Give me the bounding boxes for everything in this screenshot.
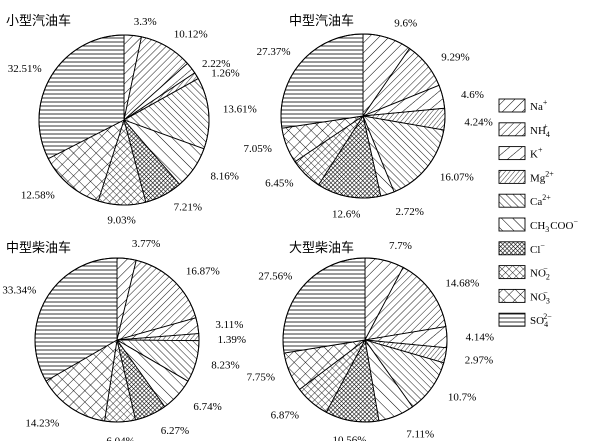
pie-1-label-no2: 9.03% — [107, 215, 135, 227]
pie-2-slices: 9.6% 9.29% 4.6% 4.24% 16.07% 2.72% 12.6% 6.45% 7… — [243, 17, 492, 220]
pie-2-label-ca: 16.07% — [440, 172, 474, 184]
pie-3-label-na: 3.77% — [132, 238, 160, 250]
legend-charge-nh4: + — [543, 122, 548, 131]
legend-swatch-ca — [498, 193, 526, 208]
legend-charge-no2: − — [543, 265, 548, 274]
pie-title-4: 大型柴油车 — [289, 240, 354, 256]
legend-label-nh4: NH4 — [530, 125, 551, 139]
legend-label-no3: NO3 — [530, 291, 551, 305]
pie-1-label-na: 3.3% — [134, 16, 157, 28]
pie-1-outline — [38, 34, 210, 206]
pie-panel-1: 小型汽油车 3.3% 10.12% 2.22%1.26% 13.61% 8.16% 7.2… — [6, 13, 257, 227]
pie-2-label-no2: 6.45% — [265, 178, 293, 190]
legend-label-ca: Ca2+ — [530, 193, 552, 208]
legend-swatch-k — [498, 146, 526, 161]
legend: Na+ NH4 +K+ Mg2+ Ca2+ CH3 COO−Cl− NO2 −N… — [498, 98, 578, 329]
pie-2-label-mg: 4.24% — [464, 117, 492, 129]
pie-3-label-so4: 33.34% — [2, 285, 36, 297]
legend-label-no2: NO2 — [530, 268, 551, 282]
pie-2-slice-so4 — [280, 33, 364, 129]
pie-panel-2: 中型汽油车 9.6% 9.29% 4.6% 4.24% 16.07% 2.72% 12.6%… — [243, 13, 492, 221]
pie-panel-3: 中型柴油车 3.77% 16.87% 3.11% 1.39% 8.23% 6.74% 6.2… — [2, 238, 246, 441]
pie-4-outline — [282, 257, 448, 423]
legend-label-so4: SO4 — [530, 315, 549, 329]
pie-4-label-no2: 6.87% — [271, 409, 299, 421]
pie-4-label-na: 7.7% — [389, 240, 412, 252]
pie-1-slices: 3.3% 10.12% 2.22%1.26% 13.61% 8.16% 7.21% 9.03… — [8, 16, 257, 227]
pie-3-label-ch3coo: 6.74% — [193, 401, 221, 413]
legend-label-mg: Mg2+ — [530, 169, 555, 184]
pie-1-label-mg: 1.26% — [211, 67, 239, 79]
legend-swatch-cl — [498, 241, 526, 256]
pie-4-label-ca: 10.7% — [448, 392, 476, 404]
pie-title-2: 中型汽油车 — [289, 13, 354, 29]
legend-swatch-no2 — [498, 265, 526, 280]
pie-2-outline — [280, 33, 446, 199]
pie-3-label-cl: 6.27% — [161, 425, 189, 437]
pie-title-1: 小型汽油车 — [6, 13, 71, 29]
pie-3-outline — [34, 257, 200, 423]
pie-panel-4: 大型柴油车 7.7% 14.68% 4.14% 2.97% 10.7% 7.11% 10.5… — [247, 240, 494, 441]
pie-1-label-so4: 32.51% — [8, 63, 42, 75]
pie-3-label-mg: 1.39% — [218, 334, 246, 346]
pie-3-slices: 3.77% 16.87% 3.11% 1.39% 8.23% 6.74% 6.27% 6.04… — [2, 238, 246, 441]
pie-4-label-k: 4.14% — [466, 332, 494, 344]
legend-label-k: K+ — [530, 146, 543, 161]
pie-1-label-k: 2.22% — [202, 58, 230, 70]
pie-4-label-so4: 27.56% — [258, 271, 292, 283]
legend-swatch-ch3coo — [498, 217, 526, 232]
pie-4-label-mg: 2.97% — [465, 355, 493, 367]
legend-swatch-nh4 — [498, 122, 526, 137]
pie-2-label-nh4: 9.29% — [441, 52, 469, 64]
legend-label-cl: Cl− — [530, 241, 546, 256]
pie-4-label-no3: 7.75% — [247, 372, 275, 384]
pie-2-label-cl: 12.6% — [332, 209, 360, 221]
legend-label-na: Na+ — [530, 98, 548, 113]
pie-3-label-k: 3.11% — [215, 319, 243, 331]
pie-title-3: 中型柴油车 — [6, 240, 71, 256]
pie-4-label-cl: 10.56% — [333, 435, 367, 441]
legend-label-ch3coo: CH3 COO− — [530, 217, 578, 234]
pie-2-label-na: 9.6% — [394, 17, 417, 29]
legend-charge-no3: − — [543, 288, 548, 297]
pie-4-label-nh4: 14.68% — [445, 278, 479, 290]
pie-1-label-cl: 7.21% — [174, 202, 202, 214]
pie-1-label-nh4: 10.12% — [174, 29, 208, 41]
pie-3-label-no2: 6.04% — [106, 436, 134, 441]
legend-charge-so4: 2− — [543, 312, 552, 321]
pie-2-label-no3: 7.05% — [243, 143, 271, 155]
pie-3-label-nh4: 16.87% — [186, 266, 220, 278]
legend-swatch-so4 — [498, 312, 526, 327]
legend-swatch-na — [498, 98, 526, 113]
pie-1-label-ch3coo: 8.16% — [211, 170, 239, 182]
pie-4-slice-so4 — [282, 257, 366, 354]
legend-swatch-no3 — [498, 288, 526, 303]
pie-1-label-no3: 12.58% — [21, 190, 55, 202]
pie-2-label-ch3coo: 2.72% — [396, 206, 424, 218]
pie-4-label-ch3coo: 7.11% — [406, 428, 434, 440]
pie-4-slices: 7.7% 14.68% 4.14% 2.97% 10.7% 7.11% 10.56% 6.87… — [247, 240, 494, 441]
pie-3-label-ca: 8.23% — [211, 360, 239, 372]
pie-2-label-k: 4.6% — [461, 89, 484, 101]
pie-3-label-no3: 14.23% — [25, 418, 59, 430]
pie-1-label-ca: 13.61% — [223, 103, 257, 115]
legend-swatch-mg — [498, 169, 526, 184]
pie-2-label-so4: 27.37% — [257, 46, 291, 58]
